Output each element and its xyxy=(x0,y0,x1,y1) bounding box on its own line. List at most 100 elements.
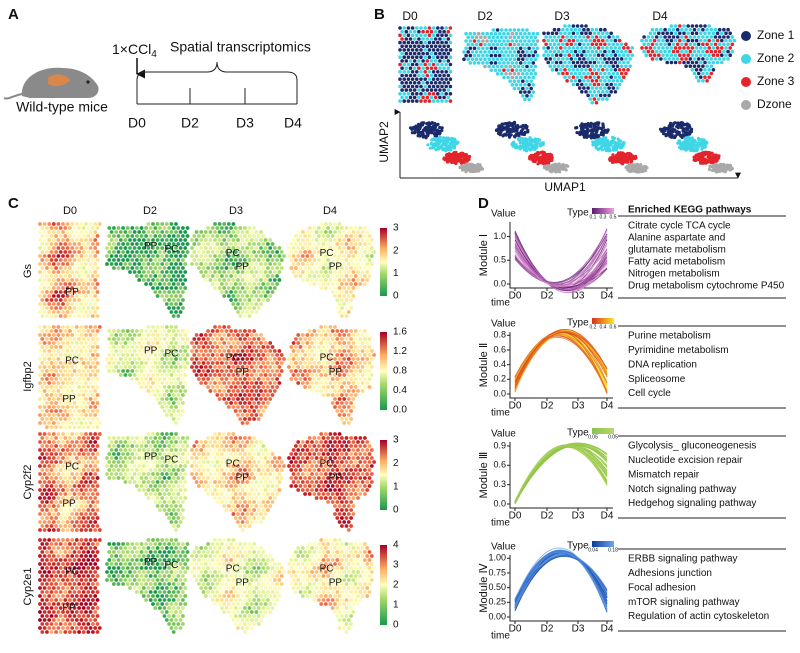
umap-point xyxy=(524,140,529,144)
spot xyxy=(682,60,686,65)
spot xyxy=(208,246,213,250)
spot xyxy=(415,40,419,45)
spot xyxy=(65,254,70,258)
spot xyxy=(483,57,487,61)
spot xyxy=(337,262,342,266)
spot xyxy=(504,50,508,54)
spot xyxy=(588,60,592,65)
spot xyxy=(236,333,240,337)
spot xyxy=(619,49,624,54)
spot xyxy=(360,254,365,258)
spot xyxy=(194,349,199,353)
spot xyxy=(268,270,273,274)
spot xyxy=(63,393,68,397)
spot xyxy=(259,333,263,337)
spot xyxy=(162,385,167,389)
spot xyxy=(510,75,515,80)
spot xyxy=(270,258,275,262)
spot xyxy=(215,234,220,238)
spot xyxy=(272,254,277,258)
spot xyxy=(417,95,421,100)
spot xyxy=(128,262,132,266)
spot xyxy=(577,35,582,39)
spot xyxy=(404,66,409,70)
spot xyxy=(112,258,116,262)
spot xyxy=(40,337,45,341)
spot xyxy=(326,234,330,238)
spot xyxy=(155,246,160,250)
spot xyxy=(84,413,88,417)
spot xyxy=(483,42,487,47)
spot xyxy=(176,369,181,373)
spot xyxy=(178,413,183,417)
spot xyxy=(38,373,42,377)
spot xyxy=(201,258,206,262)
spot xyxy=(208,365,213,369)
spot xyxy=(342,254,347,258)
spot xyxy=(144,385,149,389)
spot xyxy=(603,57,607,61)
spot xyxy=(38,421,42,425)
spot xyxy=(312,234,317,238)
spot xyxy=(56,389,61,393)
spot xyxy=(146,246,151,250)
spot xyxy=(673,24,678,28)
spot xyxy=(215,266,220,270)
spot xyxy=(310,246,314,250)
spot xyxy=(663,35,667,39)
spot xyxy=(358,282,363,286)
spot xyxy=(650,49,655,54)
spot xyxy=(238,306,243,310)
spot xyxy=(398,55,402,59)
spot xyxy=(342,270,347,274)
spot xyxy=(141,254,146,258)
spot xyxy=(419,48,423,52)
spot xyxy=(619,57,624,61)
umap-point xyxy=(438,132,442,136)
spot xyxy=(243,361,247,365)
spot xyxy=(213,341,217,345)
spot xyxy=(233,298,238,302)
spot xyxy=(427,62,432,67)
spot xyxy=(554,38,559,43)
spot xyxy=(183,349,188,353)
spot xyxy=(185,329,190,333)
spot xyxy=(91,242,95,246)
spot xyxy=(340,314,344,318)
spot xyxy=(398,92,402,96)
spot xyxy=(548,64,553,68)
spot xyxy=(123,254,128,258)
spot xyxy=(266,353,270,357)
spot xyxy=(667,27,672,32)
umap-point xyxy=(689,145,693,149)
spot xyxy=(86,258,91,262)
spot xyxy=(58,258,63,262)
spot xyxy=(176,274,181,278)
spot xyxy=(95,298,100,302)
spot xyxy=(236,270,240,274)
spot xyxy=(118,365,123,369)
spot xyxy=(598,57,603,61)
spot xyxy=(169,373,174,377)
spot xyxy=(42,389,47,393)
spot xyxy=(38,381,42,385)
spot xyxy=(705,49,709,54)
umap-point xyxy=(589,121,593,125)
spot xyxy=(340,258,344,262)
spot xyxy=(61,421,65,425)
spot xyxy=(70,325,75,329)
spot xyxy=(135,377,139,381)
spot xyxy=(93,254,98,258)
spot xyxy=(224,337,229,341)
spot xyxy=(328,262,333,266)
timeline xyxy=(136,80,298,105)
spot xyxy=(162,290,167,294)
umap-point xyxy=(694,146,698,150)
spot xyxy=(502,46,506,51)
umap-scatter xyxy=(494,120,570,174)
spot xyxy=(268,373,273,377)
spot xyxy=(210,266,215,270)
spot xyxy=(279,258,284,262)
spot xyxy=(340,282,344,286)
spot xyxy=(77,234,81,238)
